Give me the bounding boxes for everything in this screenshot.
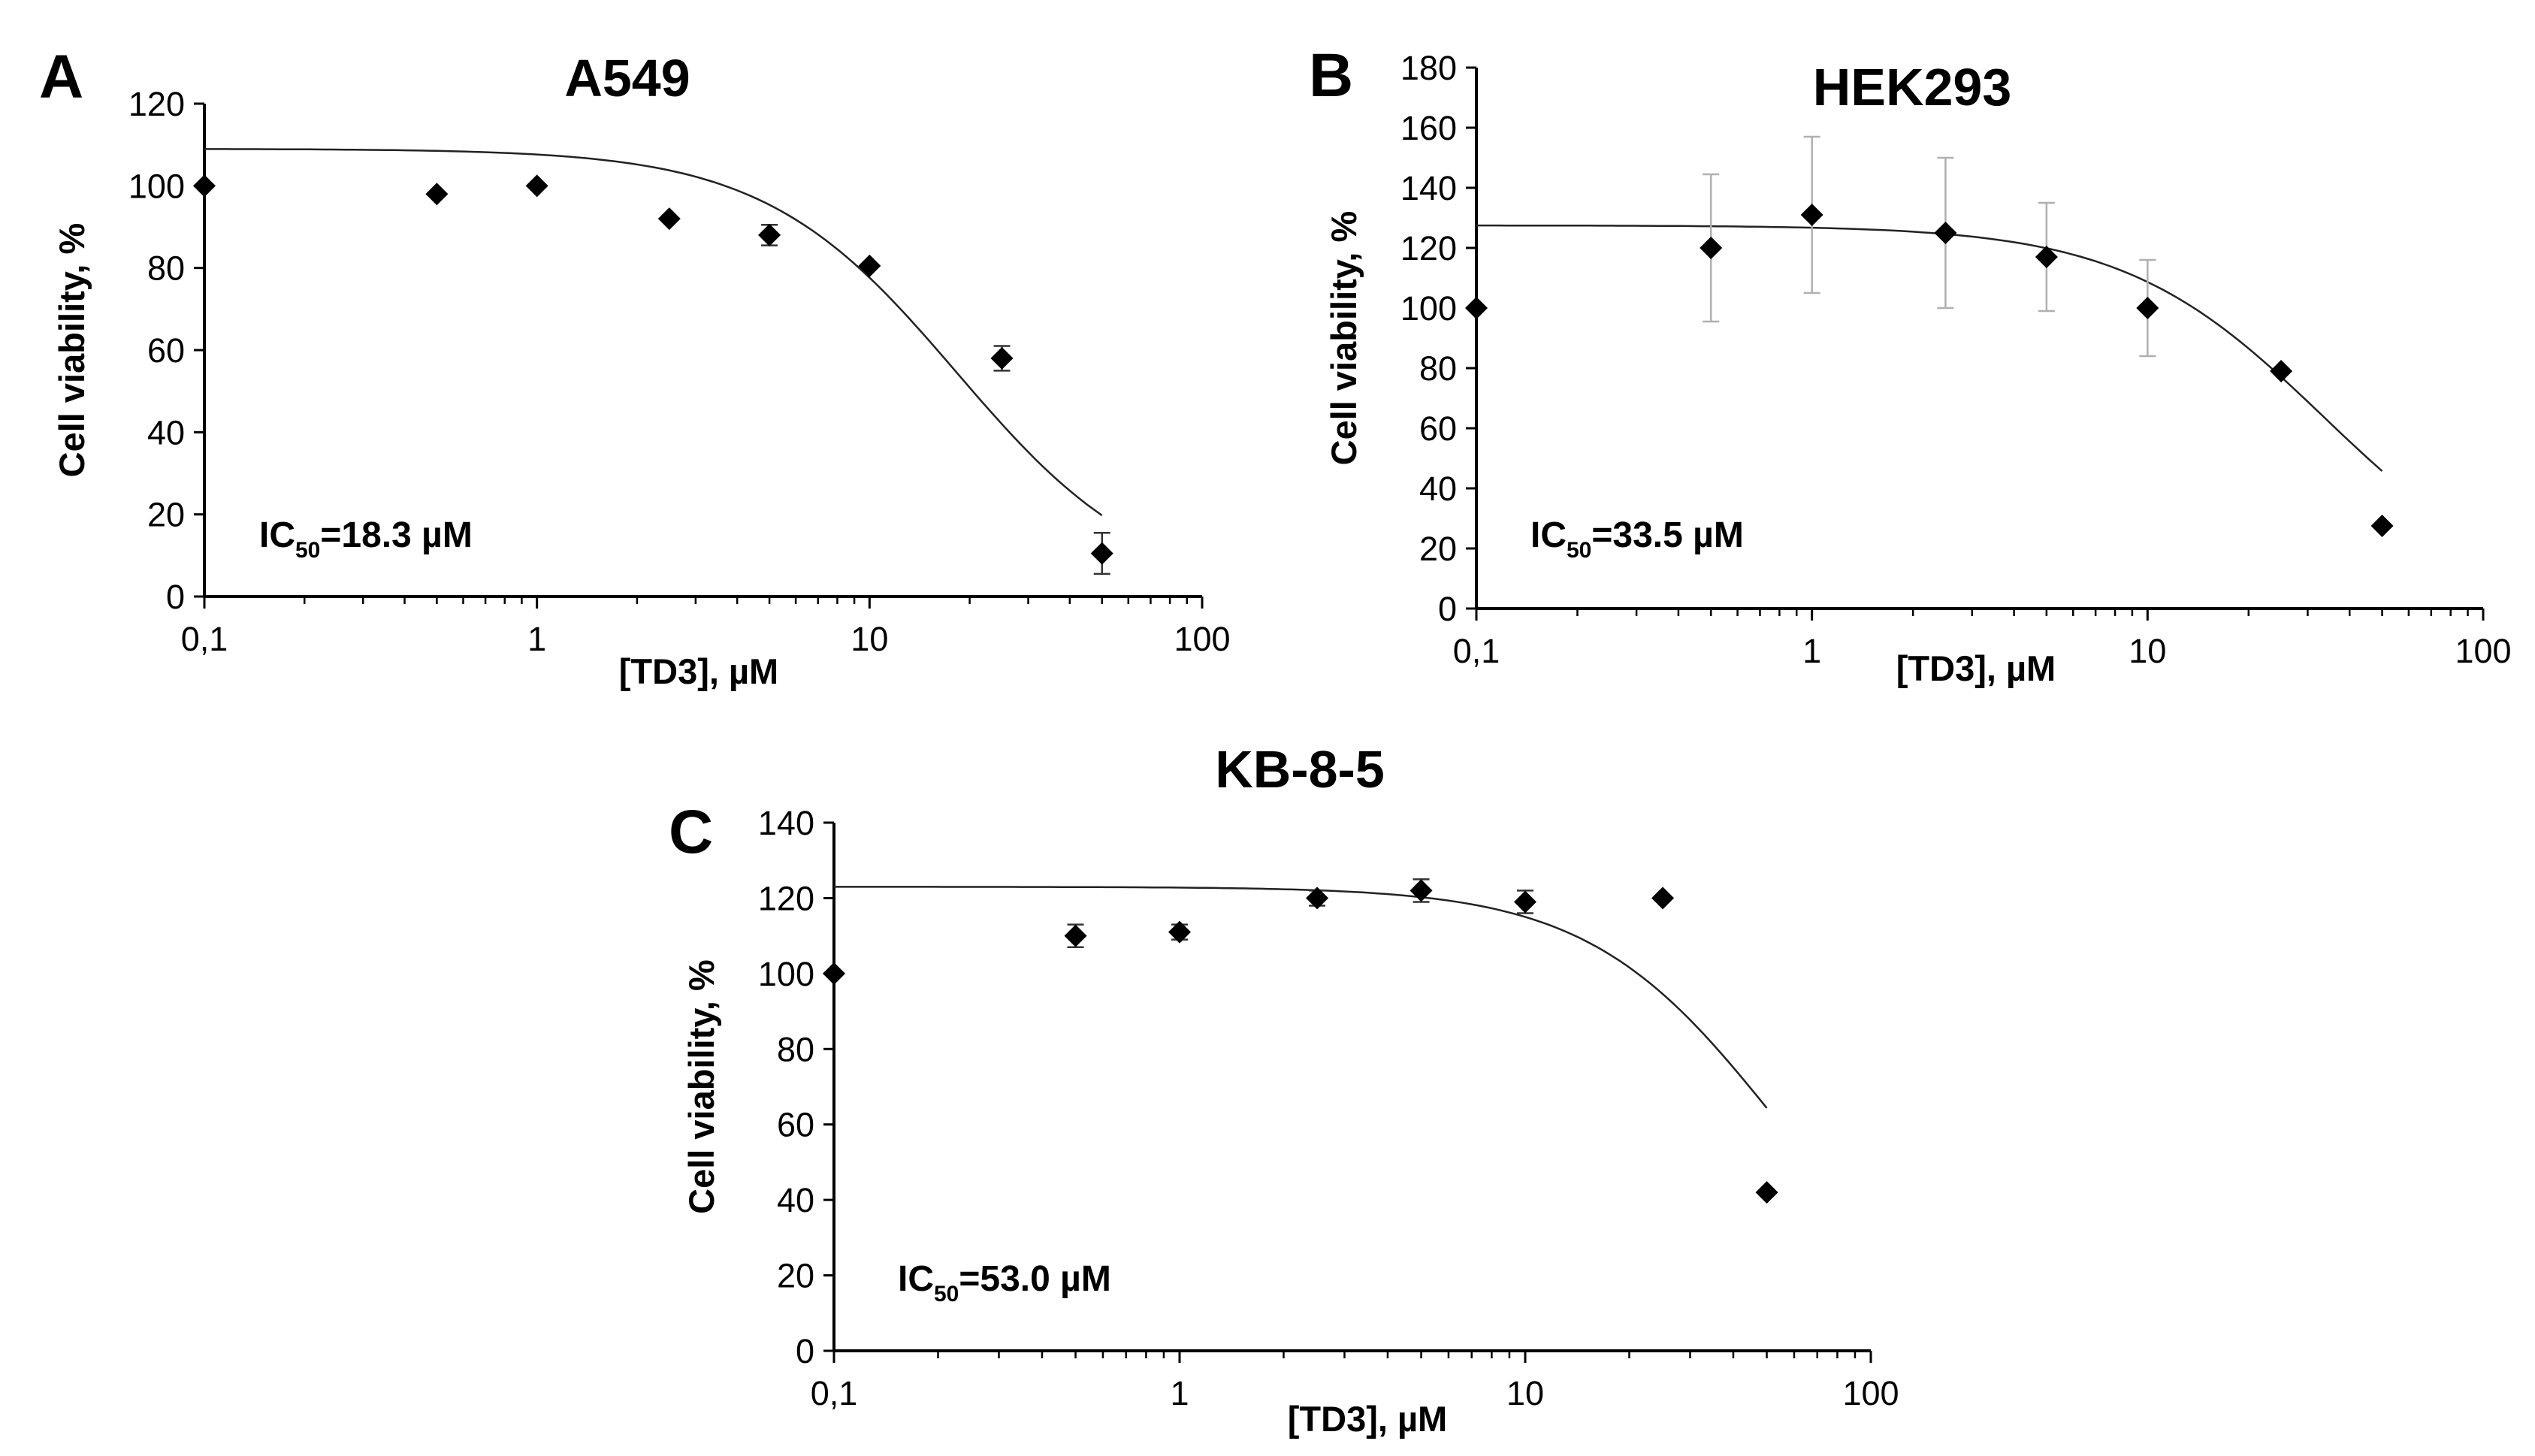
data-point	[657, 207, 681, 231]
x-axis-title: [TD3], µM	[1288, 1399, 1447, 1439]
data-point	[2270, 360, 2293, 382]
data-point	[1800, 204, 1823, 226]
data-point	[1064, 924, 1087, 947]
data-point	[1410, 879, 1433, 902]
x-tick-label: 100	[1842, 1374, 1899, 1412]
data-point	[2136, 297, 2159, 319]
ic50-prefix: IC	[1530, 515, 1567, 555]
y-tick-label: 60	[777, 1106, 814, 1144]
x-tick-label: 0,1	[1453, 632, 1500, 670]
data-point	[525, 174, 548, 198]
y-tick-label: 0	[1438, 590, 1457, 628]
y-tick-label: 100	[128, 167, 185, 205]
data-point	[1090, 542, 1113, 565]
y-tick-label: 0	[796, 1332, 814, 1370]
y-tick-label: 100	[1400, 289, 1457, 328]
ic50-subscript: 50	[934, 1282, 959, 1306]
y-tick-label: 180	[1400, 49, 1457, 87]
y-tick-label: 120	[128, 85, 185, 123]
y-tick-label: 0	[166, 578, 185, 616]
ic50-value: =53.0 µM	[959, 1259, 1110, 1299]
data-point	[1306, 887, 1329, 910]
chart-title: KB-8-5	[1215, 740, 1385, 799]
x-tick-label: 100	[2455, 632, 2511, 670]
data-point	[823, 962, 845, 985]
y-tick-label: 20	[1419, 530, 1457, 568]
data-point	[758, 223, 781, 246]
ic50-prefix: IC	[259, 515, 295, 555]
chart-title: A549	[564, 49, 690, 107]
y-tick-label: 60	[147, 331, 185, 370]
data-point	[1651, 887, 1675, 910]
y-tick-label: 80	[1419, 349, 1457, 388]
chart-panel-c: 0 20 40 60 80 100 120 140 0,1 1 10 100 KB-8-5 C [TD3],…	[669, 740, 1899, 1439]
y-tick-label: 20	[147, 496, 185, 534]
x-tick-label: 100	[1174, 620, 1230, 658]
data-point	[2035, 246, 2058, 268]
ic50-prefix: IC	[898, 1259, 934, 1299]
data-point	[1168, 920, 1191, 944]
y-tick-label: 80	[147, 249, 185, 288]
y-tick-label: 100	[758, 955, 814, 993]
x-tick-label: 0,1	[811, 1374, 858, 1412]
x-axis-title: [TD3], µM	[619, 651, 778, 691]
data-point	[1700, 237, 1723, 259]
chart-panel-b: 0 20 40 60 80 100 120 140 160 180 0,1 1 10 100 HEK293 B…	[1309, 41, 2512, 688]
y-axis-title: Cell viability, %	[681, 959, 721, 1214]
ic50-annotation: IC50=18.3 µM	[259, 515, 473, 563]
ic50-annotation: IC50=33.5 µM	[1530, 515, 1744, 563]
y-tick-label: 120	[758, 879, 814, 917]
data-point	[1465, 297, 1488, 319]
x-tick-label: 10	[851, 620, 888, 658]
y-axis-title: Cell viability, %	[1324, 211, 1364, 466]
y-tick-label: 160	[1400, 109, 1457, 147]
y-tick-label: 120	[1400, 229, 1457, 267]
panel-letter: A	[39, 43, 83, 111]
data-point	[858, 254, 881, 277]
data-point	[193, 174, 216, 198]
ic50-subscript: 50	[1567, 538, 1591, 563]
chart-panel-a: 0 20 40 60 80 100 120 0,1 1 10 100 A549 A [TD3], µM Ce…	[39, 43, 1231, 691]
y-tick-label: 20	[777, 1257, 814, 1295]
ic50-subscript: 50	[295, 538, 320, 563]
x-tick-label: 1	[1802, 632, 1821, 670]
x-tick-label: 10	[1506, 1374, 1544, 1412]
fit-curve	[834, 886, 1768, 1109]
panel-letter: C	[669, 798, 713, 866]
fit-curve	[1476, 224, 2383, 472]
ic50-value: =33.5 µM	[1591, 515, 1743, 555]
fit-curve	[204, 148, 1103, 517]
ic50-value: =18.3 µM	[320, 515, 472, 555]
y-axis-title: Cell viability, %	[52, 223, 92, 478]
x-tick-label: 0,1	[181, 620, 228, 658]
y-tick-label: 40	[1419, 470, 1457, 508]
x-tick-label: 1	[1170, 1374, 1189, 1412]
x-tick-label: 1	[527, 620, 546, 658]
data-point	[425, 183, 449, 206]
data-point	[1514, 890, 1536, 914]
data-point	[1934, 222, 1957, 244]
y-tick-label: 60	[1419, 409, 1457, 448]
y-tick-label: 40	[777, 1181, 814, 1219]
panel-letter: B	[1309, 41, 1353, 110]
x-axis-title: [TD3], µM	[1896, 648, 2056, 688]
data-point	[990, 346, 1014, 370]
chart-title: HEK293	[1813, 58, 2012, 116]
x-tick-label: 10	[2129, 632, 2166, 670]
ic50-annotation: IC50=53.0 µM	[898, 1259, 1111, 1306]
y-tick-label: 40	[147, 413, 185, 452]
y-tick-label: 140	[1400, 169, 1457, 207]
data-point	[1755, 1181, 1778, 1204]
y-tick-label: 140	[758, 804, 814, 842]
data-point	[2370, 515, 2394, 537]
y-tick-label: 80	[777, 1030, 814, 1068]
